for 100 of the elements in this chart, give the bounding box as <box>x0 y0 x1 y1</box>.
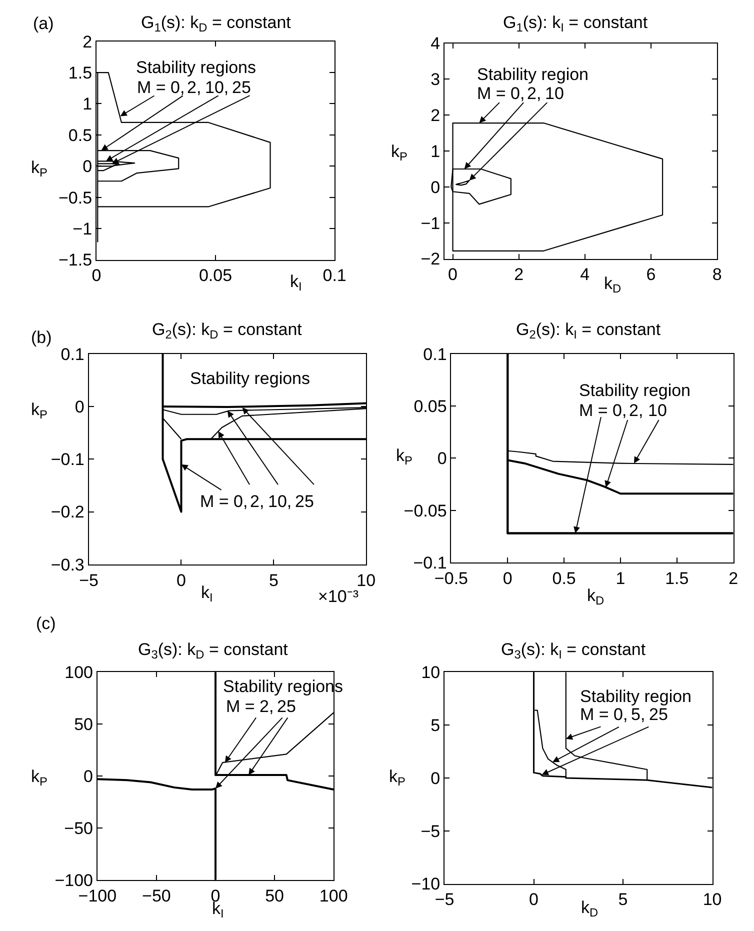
x-tick-label: 8 <box>712 265 722 284</box>
y-tick-label: 2 <box>430 106 440 126</box>
annotation: 2, <box>527 84 542 103</box>
y-tick-label: 0 <box>74 397 84 416</box>
y-tick-label: 3 <box>430 70 440 90</box>
x-tick-label: 10 <box>702 890 722 910</box>
annotation: 10 <box>545 84 564 103</box>
y-tick-label: 100 <box>64 663 94 682</box>
y-tick-label: 1 <box>430 142 440 161</box>
chart-title: G$_{2}$(s): k$_{I}$ = constant <box>516 320 661 342</box>
chart-title: G$_{1}$(s): k$_{I}$ = constant <box>503 13 648 35</box>
chart-title: G$_{2}$(s): k$_{D}$ = constant <box>152 320 302 342</box>
y-tick-label: 0 <box>437 449 447 468</box>
x-tick-label: 50 <box>265 886 284 906</box>
annotation: 2, <box>187 78 202 97</box>
annotation: M = 0, <box>200 492 248 511</box>
y-tick-label: 0.1 <box>423 344 447 364</box>
text: (c) <box>36 614 56 633</box>
x-axis-title: k$_{I}$ <box>201 583 213 605</box>
x-tick-label: 2 <box>514 265 524 284</box>
x-axis-title: k$_{D}$ <box>587 586 604 608</box>
y-tick-label: 0.5 <box>68 126 92 145</box>
y-tick-label: 0.05 <box>414 396 447 416</box>
annotation: Stability region <box>477 65 589 84</box>
x-tick-label: 0.5 <box>552 568 576 588</box>
y-tick-label: 0 <box>82 157 92 176</box>
x-tick-label: 1 <box>616 568 626 588</box>
annotation: 10, <box>205 78 229 97</box>
annotation: Stability region <box>579 381 691 400</box>
text: ×10⁻³ <box>318 587 359 606</box>
y-axis-title: k$_{P}$ <box>391 142 408 164</box>
x-tick-label: 100 <box>319 886 348 906</box>
x-axis-title: k$_{D}$ <box>581 898 598 920</box>
x-tick-label: 5 <box>618 890 628 910</box>
x-axis-title: k$_{I}$ <box>290 272 302 294</box>
x-axis-title: k$_{D}$ <box>604 274 622 296</box>
x-tick-label: 1.5 <box>665 568 689 588</box>
x-tick-label: 6 <box>646 265 656 284</box>
x-tick-label: 4 <box>580 265 590 284</box>
x-tick-label: −50 <box>142 886 171 906</box>
y-axis-title: k$_{P}$ <box>396 446 412 468</box>
x-tick-label: 0.1 <box>322 266 346 286</box>
text: (a) <box>33 14 54 33</box>
y-tick-label: 4 <box>430 34 440 54</box>
y-tick-label: 0.1 <box>60 344 84 364</box>
annotation: 10 <box>648 401 667 420</box>
y-tick-label: −0.1 <box>50 450 84 470</box>
annotation: Stability regions <box>190 369 310 388</box>
y-axis-title: k$_{P}$ <box>31 400 48 422</box>
x-tick-label: 2 <box>728 568 738 588</box>
x-tick-label: 0.05 <box>198 266 232 286</box>
x-tick-label: 5 <box>268 570 278 590</box>
annotation: 5, <box>631 705 646 724</box>
annotation: 25 <box>649 705 668 724</box>
y-tick-label: 0 <box>84 766 94 786</box>
annotation: 2, <box>629 401 644 420</box>
y-tick-label: 5 <box>430 716 440 736</box>
annotation: 10, <box>268 492 292 511</box>
annotation: M = 0, <box>579 401 627 420</box>
annotation: 2, <box>250 492 264 511</box>
annotation: M = 2, <box>226 697 274 716</box>
y-tick-label: −0.2 <box>50 502 84 522</box>
y-tick-label: 10 <box>421 663 440 682</box>
x-tick-label: 0 <box>529 890 539 910</box>
x-tick-label: 0 <box>176 570 186 590</box>
y-tick-label: 1.5 <box>68 63 92 82</box>
annotation: 25 <box>277 697 296 716</box>
x-tick-label: 0 <box>502 568 512 588</box>
y-tick-label: −1 <box>72 220 92 239</box>
annotation: Stability region <box>580 687 692 706</box>
text: (b) <box>31 328 52 347</box>
y-tick-label: −1 <box>420 214 440 233</box>
chart-title: G$_{1}$(s): k$_{D}$ = constant <box>141 13 292 35</box>
annotation: 25 <box>232 78 251 97</box>
y-tick-label: 2 <box>82 32 92 52</box>
annotation: M = 0, <box>580 705 628 724</box>
y-tick-label: 0 <box>430 178 440 197</box>
y-tick-label: −50 <box>64 818 94 838</box>
y-tick-label: −0.1 <box>413 553 447 572</box>
annotation: 25 <box>295 492 314 511</box>
annotation: M = 0, <box>477 84 525 103</box>
y-axis-title: k$_{P}$ <box>31 767 48 789</box>
y-tick-label: −0.5 <box>58 188 92 208</box>
y-tick-label: −5 <box>420 822 440 841</box>
chart-title: G$_{3}$(s): k$_{D}$ = constant <box>138 640 288 662</box>
y-tick-label: −10 <box>411 874 440 894</box>
y-axis-title: k$_{P}$ <box>31 158 48 180</box>
annotation: M = 0, <box>137 78 185 97</box>
y-tick-label: −0.05 <box>404 501 447 520</box>
y-tick-label: −0.3 <box>50 555 84 574</box>
y-tick-label: −2 <box>420 250 440 269</box>
y-tick-label: 50 <box>74 715 94 734</box>
y-tick-label: −100 <box>54 870 94 890</box>
annotation: Stability regions <box>136 58 256 77</box>
y-tick-label: −1.5 <box>58 250 92 270</box>
y-tick-label: 1 <box>82 94 92 114</box>
y-axis-title: k$_{P}$ <box>389 767 406 789</box>
x-tick-label: 10 <box>356 570 376 590</box>
chart-title: G$_{3}$(s): k$_{I}$ = constant <box>501 640 646 662</box>
y-tick-label: 0 <box>430 768 440 788</box>
